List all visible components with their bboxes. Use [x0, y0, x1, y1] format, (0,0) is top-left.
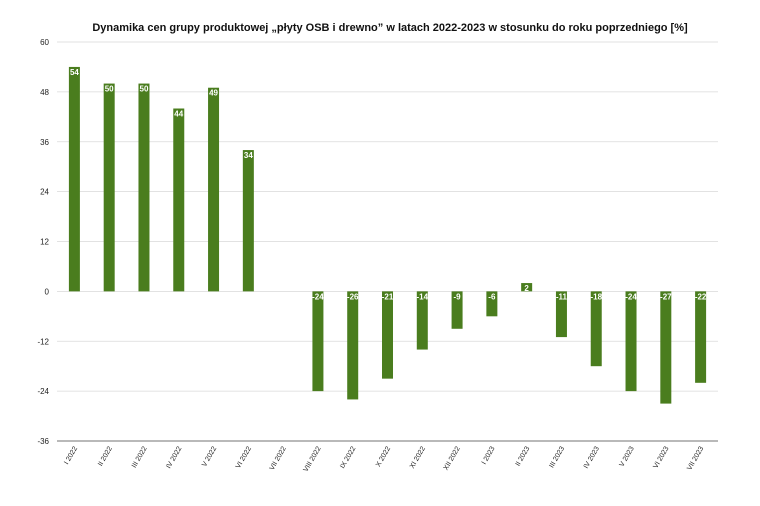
- x-tick-label: VII 2023: [686, 445, 705, 471]
- data-label: 50: [140, 85, 149, 94]
- data-label: 54: [70, 68, 79, 77]
- data-label: -26: [347, 292, 359, 301]
- x-tick-label: III 2023: [548, 445, 566, 469]
- x-tick-label: XII 2022: [443, 445, 462, 471]
- data-label: -6: [488, 292, 496, 301]
- x-tick-label: IX 2022: [339, 445, 357, 469]
- data-label: -11: [556, 292, 568, 301]
- data-label: -24: [625, 292, 637, 301]
- data-label: -9: [454, 292, 462, 301]
- y-tick-label: 60: [40, 38, 49, 47]
- bar: [521, 283, 533, 292]
- data-label: -27: [660, 292, 672, 301]
- bar: [695, 291, 707, 383]
- y-tick-label: -24: [37, 387, 49, 396]
- data-label: -24: [312, 292, 324, 301]
- bar: [138, 83, 150, 292]
- bar: [312, 291, 324, 392]
- x-tick-label: IV 2022: [165, 445, 183, 469]
- y-tick-label: 12: [40, 238, 49, 247]
- x-tick-label: II 2022: [97, 445, 114, 467]
- x-tick-label: VIII 2022: [303, 445, 323, 473]
- y-tick-label: 36: [40, 138, 49, 147]
- y-tick-label: -12: [37, 337, 49, 346]
- x-tick-label: I 2022: [63, 445, 79, 465]
- y-tick-label: 48: [40, 88, 49, 97]
- data-label: -21: [382, 292, 394, 301]
- x-tick-label: III 2022: [131, 445, 149, 469]
- bar: [347, 291, 359, 400]
- bars: [68, 66, 707, 404]
- chart-title: Dynamika cen grupy produktowej „płyty OS…: [92, 22, 688, 34]
- bar: [660, 291, 672, 404]
- bar: [208, 87, 220, 292]
- x-tick-label: VI 2022: [235, 445, 253, 469]
- data-label: 44: [174, 110, 183, 119]
- bar: [173, 108, 185, 292]
- x-tick-label: VII 2022: [269, 445, 288, 471]
- bar: [416, 291, 428, 350]
- x-tick-label: II 2023: [515, 445, 532, 467]
- bar: [68, 66, 80, 292]
- bar: [625, 291, 637, 392]
- bar: [103, 83, 115, 292]
- data-label: 50: [105, 85, 114, 94]
- data-label: -18: [590, 292, 602, 301]
- bar: [590, 291, 602, 367]
- data-label: -14: [417, 292, 429, 301]
- data-label: 2: [524, 284, 529, 293]
- bar: [242, 150, 254, 292]
- bar: [451, 291, 463, 329]
- x-tick-label: X 2022: [375, 445, 392, 468]
- x-tick-label: VI 2023: [652, 445, 670, 469]
- bar: [382, 291, 393, 379]
- bar: [486, 291, 498, 317]
- x-tick-label: V 2022: [201, 445, 218, 468]
- y-tick-label: -36: [37, 437, 49, 446]
- x-axis-ticks: I 2022 II 2022 III 2022 IV 2022 V 2022 VI 202…: [63, 445, 705, 473]
- x-tick-label: V 2023: [619, 445, 636, 468]
- bar: [555, 291, 567, 338]
- x-tick-label: XI 2022: [409, 445, 427, 469]
- y-tick-label: 0: [45, 287, 50, 296]
- data-label: 34: [244, 151, 253, 160]
- y-tick-label: 24: [40, 188, 49, 197]
- data-label: 49: [209, 89, 218, 98]
- data-label: -22: [695, 292, 707, 301]
- x-tick-label: I 2023: [481, 445, 497, 465]
- y-axis-ticks: 60 48 36 24 12 0 -12 -24 -36: [37, 38, 49, 446]
- data-labels: 54 50 50 44 49 34 -24 -26 -21 -14 -9 -6 2 -11 -18 -24 -2…: [70, 68, 707, 301]
- x-tick-label: IV 2023: [583, 445, 601, 469]
